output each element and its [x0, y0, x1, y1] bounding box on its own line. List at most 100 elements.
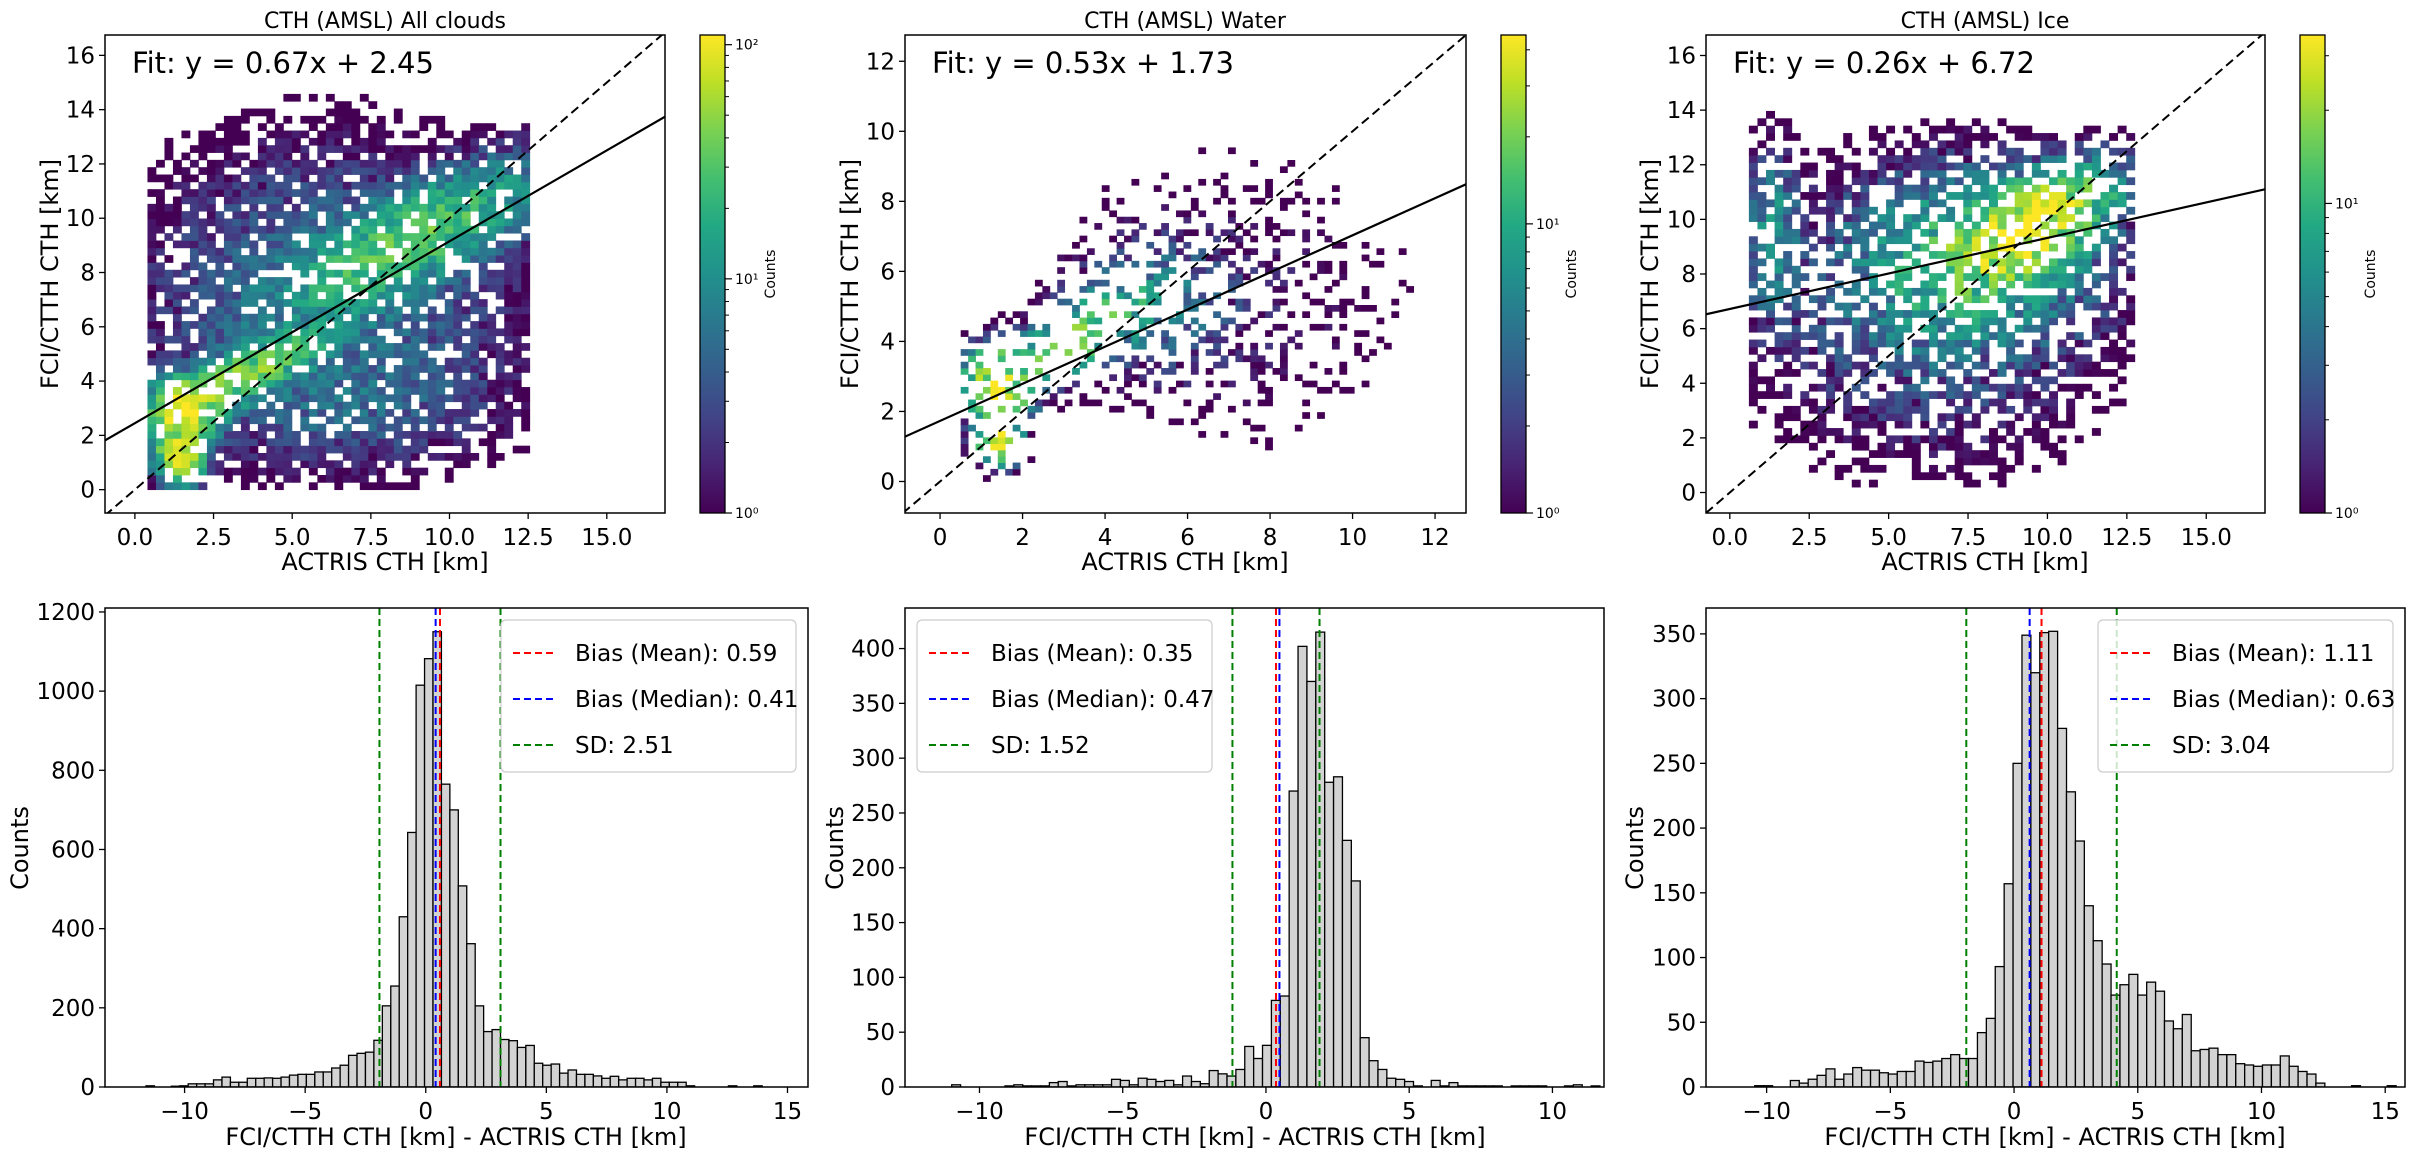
heatmap-cell — [1027, 349, 1036, 356]
heatmap-cell — [1227, 147, 1236, 155]
heatmap-cell — [2049, 133, 2058, 141]
legend-entry: Bias (Mean): 0.59 — [575, 641, 777, 667]
heatmap-cell — [982, 368, 991, 375]
heatmap-cell — [249, 196, 259, 205]
heatmap-cell — [1946, 376, 1956, 385]
heatmap-cell — [444, 328, 454, 337]
heatmap-cell — [1911, 192, 1921, 200]
heatmap-cell — [376, 445, 386, 454]
heatmap-cell — [393, 365, 403, 373]
heatmap-cell — [1766, 391, 1776, 399]
heatmap-cell — [198, 291, 208, 300]
heatmap-cell — [1886, 177, 1896, 186]
y-tick-label: 0 — [880, 469, 895, 495]
heatmap-cell — [164, 284, 174, 293]
heatmap-cell — [427, 152, 437, 161]
heatmap-cell — [351, 474, 361, 483]
heatmap-cell — [342, 350, 352, 359]
heatmap-cell — [232, 365, 242, 373]
heatmap-cell — [2091, 317, 2101, 326]
heatmap-cell — [1086, 355, 1095, 363]
heatmap-cell — [1928, 199, 1938, 208]
heatmap-cell — [1072, 304, 1080, 312]
heatmap-cell — [155, 438, 165, 447]
heatmap-cell — [1928, 339, 1938, 348]
heatmap-cell — [223, 467, 233, 476]
heatmap-cell — [453, 225, 463, 234]
heatmap-cell — [274, 159, 284, 168]
heatmap-cell — [385, 394, 395, 403]
heatmap-cell — [1988, 383, 1998, 392]
heatmap-cell — [436, 321, 446, 329]
heatmap-cell — [283, 379, 293, 388]
heatmap-cell — [1072, 368, 1080, 375]
heatmap-cell — [232, 401, 242, 410]
y-tick-label: 150 — [851, 911, 895, 937]
heatmap-cell — [376, 284, 386, 293]
heatmap-cell — [2040, 147, 2050, 156]
heatmap-cell — [1302, 229, 1311, 237]
heatmap-cell — [1309, 323, 1318, 331]
heatmap-cell — [2040, 265, 2050, 274]
heatmap-cell — [2023, 214, 2033, 222]
heatmap-cell — [495, 387, 505, 395]
heatmap-cell — [291, 313, 301, 322]
heatmap-cell — [1860, 346, 1870, 355]
heatmap-cell — [181, 445, 191, 454]
heatmap-cell — [1903, 413, 1913, 422]
heatmap-cell — [232, 255, 242, 263]
heatmap-cell — [164, 233, 174, 241]
heatmap-cell — [1894, 199, 1904, 208]
fit-line — [105, 115, 665, 442]
heatmap-cell — [1886, 251, 1896, 259]
heatmap-cell — [1339, 323, 1348, 331]
heatmap-cell — [1954, 413, 1964, 422]
heatmap-cell — [308, 313, 318, 322]
heatmap-cell — [334, 233, 344, 241]
heatmap-cell — [1834, 354, 1844, 363]
heatmap-cell — [2014, 450, 2024, 458]
heatmap-cell — [393, 240, 403, 249]
heatmap-cell — [453, 159, 463, 168]
heatmap-cell — [512, 291, 522, 300]
heatmap-cell — [410, 152, 420, 161]
heatmap-cell — [461, 438, 471, 447]
heatmap-cell — [1808, 199, 1818, 208]
heatmap-cell — [410, 438, 420, 447]
histogram-bar — [1217, 1073, 1228, 1087]
heatmap-cell — [1911, 442, 1921, 451]
heatmap-cell — [308, 225, 318, 234]
heatmap-cell — [164, 145, 174, 153]
heatmap-cell — [249, 181, 259, 190]
heatmap-cell — [1774, 354, 1784, 363]
heatmap-cell — [1937, 472, 1947, 481]
heatmap-cell — [512, 225, 522, 234]
heatmap-cell — [495, 225, 505, 234]
heatmap-cell — [1988, 398, 1998, 407]
legend-box — [916, 619, 1213, 773]
heatmap-cell — [1834, 339, 1844, 348]
heatmap-cell — [351, 365, 361, 373]
heatmap-cell — [1980, 155, 1990, 163]
heatmap-cell — [1294, 279, 1303, 287]
heatmap-cell — [376, 211, 386, 219]
heatmap-cell — [504, 240, 514, 249]
heatmap-cell — [325, 350, 335, 359]
heatmap-cell — [274, 387, 284, 395]
heatmap-cell — [444, 321, 454, 329]
heatmap-cell — [402, 387, 412, 395]
heatmap-cell — [2006, 251, 2016, 259]
heatmap-cell — [1250, 349, 1259, 356]
heatmap-cell — [223, 291, 233, 300]
heatmap-cell — [1766, 169, 1776, 178]
heatmap-cell — [240, 379, 250, 388]
heatmap-cell — [461, 328, 471, 337]
x-tick-label: 0 — [418, 1099, 433, 1125]
heatmap-cell — [1843, 435, 1853, 444]
heatmap-cell — [487, 233, 497, 241]
heatmap-cell — [308, 460, 318, 469]
heatmap-cell — [257, 343, 267, 351]
histogram-bar — [2110, 994, 2121, 1087]
heatmap-cell — [1774, 295, 1784, 304]
heatmap-cell — [2117, 192, 2127, 200]
